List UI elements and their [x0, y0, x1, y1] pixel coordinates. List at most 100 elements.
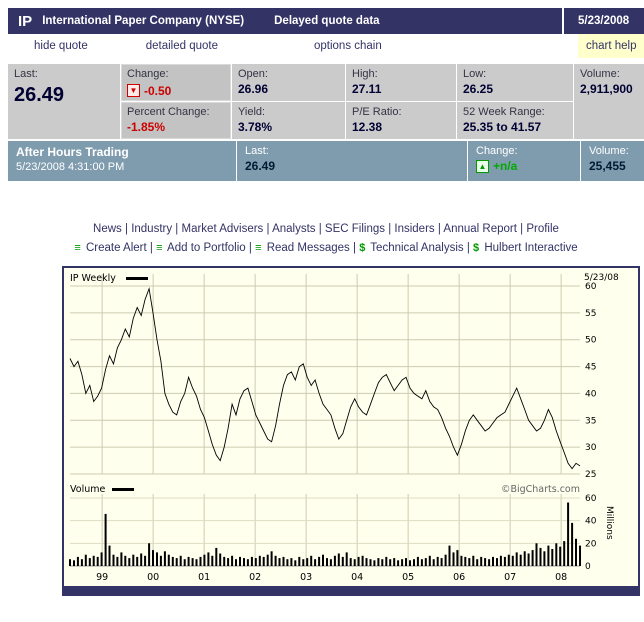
svg-text:Volume: Volume	[70, 484, 105, 495]
svg-text:©BigCharts.com: ©BigCharts.com	[501, 484, 580, 495]
after-hours-volume-cell: Volume: 25,455	[581, 141, 644, 181]
after-hours-change-cell: Change: ▲ +n/a	[468, 141, 580, 181]
industry-link[interactable]: Industry	[131, 223, 173, 235]
svg-text:50: 50	[585, 336, 597, 346]
link-separator: |	[434, 223, 444, 235]
quote-nav-row: hide quote detailed quote options chain …	[8, 34, 644, 58]
percent-change-value: -1.85%	[127, 120, 166, 134]
svg-text:07: 07	[504, 572, 516, 583]
read-messages-link[interactable]: ≡ Read Messages	[255, 242, 350, 254]
after-hours-title: After Hours Trading	[16, 145, 129, 159]
messages-list-icon: ≡	[255, 242, 262, 254]
ticker-symbol: IP	[18, 12, 33, 30]
news-link[interactable]: News	[93, 223, 122, 235]
svg-text:00: 00	[147, 572, 159, 583]
svg-text:20: 20	[585, 539, 597, 549]
chart-help-link[interactable]: chart help	[578, 34, 644, 58]
quote-yield-cell: Yield: 3.78%	[232, 102, 345, 139]
svg-text:99: 99	[96, 572, 108, 583]
svg-text:04: 04	[351, 572, 363, 583]
svg-text:01: 01	[198, 572, 210, 583]
after-hours-volume-value: 25,455	[589, 159, 626, 173]
low-label: Low:	[463, 68, 487, 80]
market-advisers-link[interactable]: Market Advisers	[181, 223, 264, 235]
link-separator: |	[349, 242, 360, 254]
svg-text:IP Weekly: IP Weekly	[70, 273, 116, 284]
after-hours-last-label: Last:	[245, 145, 269, 157]
52-week-range-value: 25.35 to 41.57	[463, 120, 542, 134]
link-separator: |	[315, 223, 325, 235]
alert-list-icon: ≡	[74, 242, 81, 254]
hulbert-interactive-link[interactable]: $ Hulbert Interactive	[473, 242, 578, 254]
high-value: 27.11	[352, 82, 382, 96]
quote-percent-change-cell: Percent Change: -1.85%	[121, 102, 231, 139]
open-value: 26.96	[238, 82, 269, 96]
profile-link[interactable]: Profile	[526, 223, 559, 235]
svg-text:60: 60	[585, 494, 597, 504]
svg-text:55: 55	[585, 309, 596, 319]
technical-analysis-link[interactable]: $ Technical Analysis	[359, 242, 464, 254]
after-hours-title-cell: After Hours Trading 5/23/2008 4:31:00 PM	[8, 141, 236, 181]
after-hours-change-value: +n/a	[493, 159, 518, 173]
link-separator: |	[146, 242, 157, 254]
svg-text:08: 08	[555, 572, 567, 583]
link-separator: |	[385, 223, 395, 235]
action-links-row: ≡ Create Alert | ≡ Add to Portfolio | ≡ …	[8, 242, 644, 254]
quote-low-cell: Low: 26.25	[457, 64, 573, 101]
svg-text:25: 25	[585, 470, 596, 480]
change-value: -0.50	[144, 84, 172, 98]
last-value: 26.49	[14, 84, 65, 106]
svg-text:5/23/08: 5/23/08	[584, 273, 619, 283]
pe-ratio-value: 12.38	[352, 120, 383, 134]
link-separator: |	[463, 242, 474, 254]
add-to-portfolio-link[interactable]: ≡ Add to Portfolio	[156, 242, 246, 254]
percent-change-label: Percent Change:	[127, 106, 210, 118]
sec-filings-link[interactable]: SEC Filings	[324, 223, 385, 235]
dollar-icon: $	[473, 242, 480, 254]
change-label: Change:	[127, 68, 169, 80]
svg-text:60: 60	[585, 282, 597, 292]
link-separator: |	[516, 223, 527, 235]
quote-pe-cell: P/E Ratio: 12.38	[346, 102, 456, 139]
chart-canvas: 60 55 50 45 40 35 30 25 60 40 20 0 IP Weekly 5/23/08 V…	[64, 268, 638, 586]
hide-quote-link[interactable]: hide quote	[34, 40, 88, 52]
after-hours-last-value: 26.49	[245, 159, 276, 173]
link-separator: |	[121, 223, 132, 235]
quote-panel: Last: 26.49 Change: ▼ -0.50 Percent Chan…	[8, 64, 644, 139]
svg-text:40: 40	[585, 517, 597, 527]
detailed-quote-link[interactable]: detailed quote	[145, 40, 218, 52]
company-name: International Paper Company (NYSE)	[42, 15, 245, 27]
analysts-link[interactable]: Analysts	[272, 223, 316, 235]
quote-change-cell: Change: ▼ -0.50	[121, 64, 231, 101]
header-date: 5/23/2008	[562, 8, 644, 34]
after-hours-timestamp: 5/23/2008 4:31:00 PM	[16, 161, 125, 173]
after-hours-volume-label: Volume:	[589, 145, 629, 157]
quote-volume-cell: Volume: 2,911,900	[574, 64, 644, 139]
open-label: Open:	[238, 68, 268, 80]
quote-high-cell: High: 27.11	[346, 64, 456, 101]
quick-links-row: News | Industry | Market Advisers | Anal…	[8, 223, 644, 235]
insiders-link[interactable]: Insiders	[394, 223, 435, 235]
header-bar: IP International Paper Company (NYSE) De…	[8, 8, 644, 34]
create-alert-link[interactable]: ≡ Create Alert	[74, 242, 147, 254]
low-value: 26.25	[463, 82, 494, 96]
after-hours-last-cell: Last: 26.49	[237, 141, 467, 181]
52-week-range-label: 52 Week Range:	[463, 106, 545, 118]
options-chain-link[interactable]: options chain	[313, 40, 382, 52]
link-separator: |	[245, 242, 256, 254]
high-label: High:	[352, 68, 378, 80]
svg-text:05: 05	[402, 572, 414, 583]
quote-open-cell: Open: 26.96	[232, 64, 345, 101]
volume-value: 2,911,900	[580, 82, 633, 96]
svg-text:45: 45	[585, 363, 596, 373]
link-separator: |	[263, 223, 273, 235]
svg-text:30: 30	[585, 443, 597, 453]
portfolio-list-icon: ≡	[156, 242, 163, 254]
dollar-icon: $	[359, 242, 366, 254]
pe-ratio-label: P/E Ratio:	[352, 106, 402, 118]
yield-value: 3.78%	[238, 120, 273, 134]
after-hours-change-label: Change:	[476, 145, 518, 157]
link-separator: |	[172, 223, 182, 235]
annual-report-link[interactable]: Annual Report	[443, 223, 517, 235]
svg-text:35: 35	[585, 416, 596, 426]
